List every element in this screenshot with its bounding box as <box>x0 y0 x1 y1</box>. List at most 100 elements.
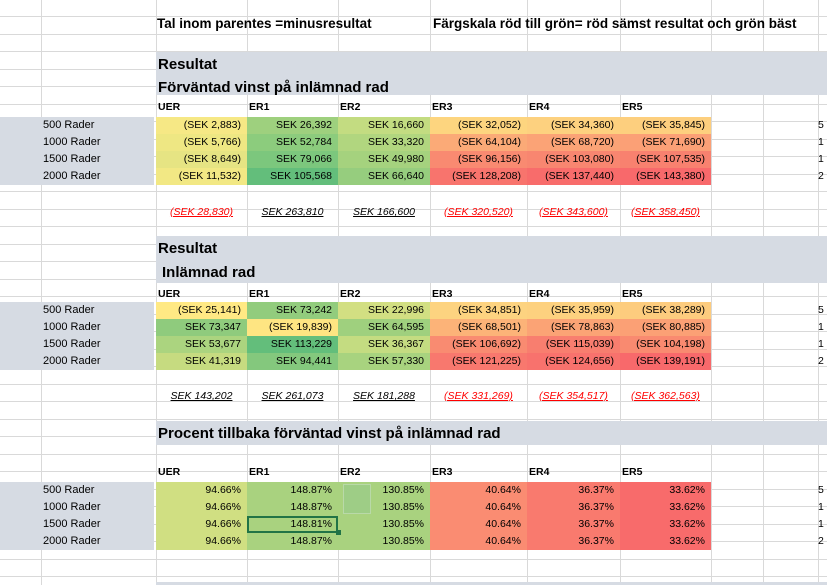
cut-off-cell[interactable]: 2 <box>818 535 824 547</box>
column-header-er4: ER4 <box>529 288 550 300</box>
data-cell[interactable]: (SEK 35,845) <box>620 117 711 134</box>
cut-off-cell[interactable]: 2 <box>818 355 824 367</box>
total-cell[interactable]: SEK 181,288 <box>353 390 415 402</box>
total-cell[interactable]: SEK 143,202 <box>170 390 233 402</box>
data-cell[interactable]: SEK 16,660 <box>338 117 430 134</box>
data-cell[interactable]: 40.64% <box>430 482 527 499</box>
data-cell[interactable]: 148.87% <box>247 499 338 516</box>
data-cell[interactable]: 33.62% <box>620 499 711 516</box>
selected-cell[interactable]: 148.81% <box>247 516 338 533</box>
gridline-horizontal <box>0 191 827 192</box>
data-cell[interactable]: (SEK 121,225) <box>430 353 527 370</box>
total-cell[interactable]: (SEK 362,563) <box>631 390 700 402</box>
data-cell[interactable]: SEK 26,392 <box>247 117 338 134</box>
gridline-vertical <box>818 0 819 585</box>
data-cell[interactable]: (SEK 128,208) <box>430 168 527 185</box>
total-cell[interactable]: (SEK 343,600) <box>539 206 608 218</box>
cut-off-cell[interactable]: 1 <box>818 321 824 333</box>
data-cell[interactable]: SEK 64,595 <box>338 319 430 336</box>
data-cell[interactable]: (SEK 19,839) <box>247 319 338 336</box>
data-cell[interactable]: (SEK 35,959) <box>527 302 620 319</box>
data-cell[interactable]: 94.66% <box>156 499 247 516</box>
data-cell[interactable]: 40.64% <box>430 499 527 516</box>
data-cell[interactable]: SEK 105,568 <box>247 168 338 185</box>
data-cell[interactable]: (SEK 124,656) <box>527 353 620 370</box>
row-label-band <box>0 482 154 550</box>
data-cell[interactable]: SEK 73,347 <box>156 319 247 336</box>
data-cell[interactable]: SEK 66,640 <box>338 168 430 185</box>
data-cell[interactable]: SEK 57,330 <box>338 353 430 370</box>
cut-off-cell[interactable]: 5 <box>818 119 824 131</box>
data-cell[interactable]: 148.87% <box>247 482 338 499</box>
cut-off-cell[interactable]: 1 <box>818 153 824 165</box>
data-cell[interactable]: 130.85% <box>338 533 430 550</box>
cut-off-cell[interactable]: 5 <box>818 304 824 316</box>
data-cell[interactable]: 36.37% <box>527 516 620 533</box>
data-cell[interactable]: (SEK 106,692) <box>430 336 527 353</box>
data-cell[interactable]: SEK 73,242 <box>247 302 338 319</box>
data-cell[interactable]: 36.37% <box>527 533 620 550</box>
data-cell[interactable]: 33.62% <box>620 533 711 550</box>
cut-off-cell[interactable]: 1 <box>818 338 824 350</box>
cut-off-cell[interactable]: 5 <box>818 484 824 496</box>
data-cell[interactable]: (SEK 115,039) <box>527 336 620 353</box>
total-cell[interactable]: SEK 263,810 <box>261 206 324 218</box>
data-cell[interactable]: 36.37% <box>527 499 620 516</box>
data-cell[interactable]: (SEK 68,501) <box>430 319 527 336</box>
data-cell[interactable]: 36.37% <box>527 482 620 499</box>
data-cell[interactable]: 148.87% <box>247 533 338 550</box>
data-cell[interactable]: 94.66% <box>156 533 247 550</box>
total-cell[interactable]: (SEK 28,830) <box>169 206 234 218</box>
data-cell[interactable]: (SEK 25,141) <box>156 302 247 319</box>
data-cell[interactable]: (SEK 80,885) <box>620 319 711 336</box>
total-cell[interactable]: (SEK 354,517) <box>539 390 608 402</box>
cut-off-cell[interactable]: 2 <box>818 170 824 182</box>
total-cell[interactable]: (SEK 358,450) <box>631 206 700 218</box>
data-cell[interactable]: SEK 49,980 <box>338 151 430 168</box>
cut-off-cell[interactable]: 1 <box>818 136 824 148</box>
data-cell[interactable]: 40.64% <box>430 516 527 533</box>
cut-off-cell[interactable]: 1 <box>818 501 824 513</box>
total-cell[interactable]: (SEK 320,520) <box>444 206 513 218</box>
data-cell[interactable]: 130.85% <box>338 516 430 533</box>
data-cell[interactable]: (SEK 137,440) <box>527 168 620 185</box>
data-cell[interactable]: 33.62% <box>620 516 711 533</box>
data-cell[interactable]: (SEK 11,532) <box>156 168 247 185</box>
data-cell[interactable]: SEK 22,996 <box>338 302 430 319</box>
data-cell[interactable]: (SEK 139,191) <box>620 353 711 370</box>
total-cell[interactable]: (SEK 331,269) <box>444 390 513 402</box>
data-cell[interactable]: (SEK 34,851) <box>430 302 527 319</box>
data-cell[interactable]: (SEK 2,883) <box>156 117 247 134</box>
data-cell[interactable]: SEK 36,367 <box>338 336 430 353</box>
data-cell[interactable]: (SEK 38,289) <box>620 302 711 319</box>
gridline-horizontal <box>0 34 827 35</box>
data-cell[interactable]: (SEK 64,104) <box>430 134 527 151</box>
data-cell[interactable]: (SEK 104,198) <box>620 336 711 353</box>
data-cell[interactable]: 94.66% <box>156 482 247 499</box>
data-cell[interactable]: SEK 41,319 <box>156 353 247 370</box>
data-cell[interactable]: (SEK 96,156) <box>430 151 527 168</box>
data-cell[interactable]: (SEK 5,766) <box>156 134 247 151</box>
data-cell[interactable]: (SEK 71,690) <box>620 134 711 151</box>
data-cell[interactable]: (SEK 107,535) <box>620 151 711 168</box>
data-cell[interactable]: (SEK 32,052) <box>430 117 527 134</box>
data-cell[interactable]: 33.62% <box>620 482 711 499</box>
fill-handle[interactable] <box>336 530 341 535</box>
data-cell[interactable]: (SEK 8,649) <box>156 151 247 168</box>
data-cell[interactable]: SEK 113,229 <box>247 336 338 353</box>
data-cell[interactable]: (SEK 78,863) <box>527 319 620 336</box>
total-cell[interactable]: SEK 261,073 <box>261 390 324 402</box>
cut-off-cell[interactable]: 1 <box>818 518 824 530</box>
data-cell[interactable]: 94.66% <box>156 516 247 533</box>
data-cell[interactable]: (SEK 34,360) <box>527 117 620 134</box>
data-cell[interactable]: (SEK 103,080) <box>527 151 620 168</box>
data-cell[interactable]: SEK 94,441 <box>247 353 338 370</box>
data-cell[interactable]: SEK 53,677 <box>156 336 247 353</box>
data-cell[interactable]: (SEK 143,380) <box>620 168 711 185</box>
data-cell[interactable]: 40.64% <box>430 533 527 550</box>
data-cell[interactable]: SEK 33,320 <box>338 134 430 151</box>
data-cell[interactable]: SEK 52,784 <box>247 134 338 151</box>
total-cell[interactable]: SEK 166,600 <box>353 206 415 218</box>
data-cell[interactable]: SEK 79,066 <box>247 151 338 168</box>
data-cell[interactable]: (SEK 68,720) <box>527 134 620 151</box>
